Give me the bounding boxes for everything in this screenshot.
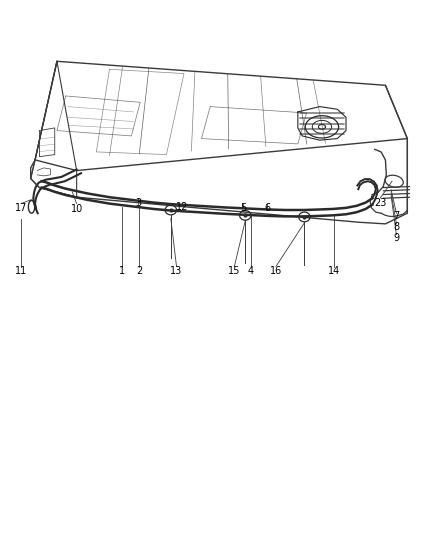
Text: 9: 9 [393,233,399,243]
Text: 5: 5 [240,203,246,213]
Text: 7: 7 [393,212,399,221]
Text: 17: 17 [15,203,27,213]
Text: 1: 1 [119,266,125,276]
Text: 15: 15 [228,266,240,276]
Text: 4: 4 [248,266,254,276]
Text: 8: 8 [393,222,399,232]
Text: 23: 23 [374,198,386,207]
Text: 10: 10 [71,204,83,214]
Text: 13: 13 [170,266,183,276]
Text: 11: 11 [15,266,27,276]
Text: 12: 12 [176,202,188,212]
Text: 14: 14 [328,266,340,276]
Text: 3: 3 [135,198,141,207]
Text: 16: 16 [270,266,282,276]
Text: 2: 2 [136,266,142,276]
Text: 6: 6 [264,203,270,213]
